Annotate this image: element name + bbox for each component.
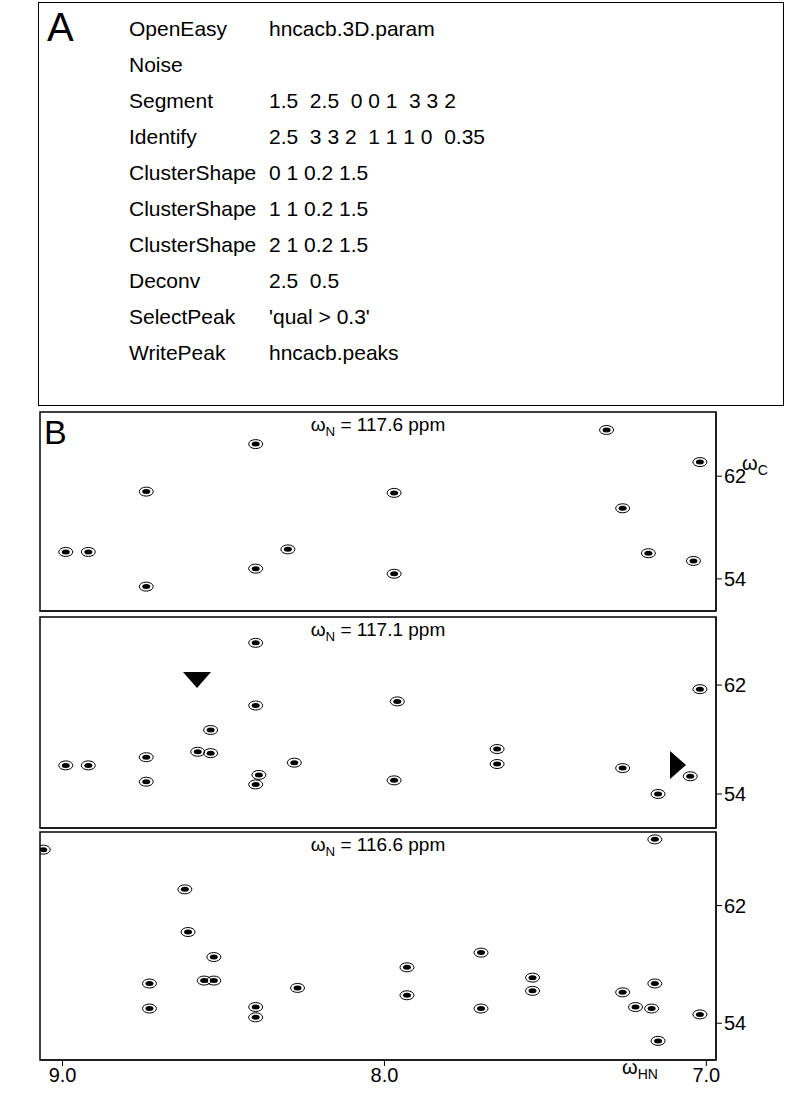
svg-text:62: 62	[724, 465, 747, 488]
html-text:1.5 2.5 0 0 1 3 3 2: 1.5 2.5 0 0 1 3 3 2	[269, 89, 456, 112]
svg-text:9.0: 9.0	[49, 1064, 77, 1086]
svg-text:62: 62	[724, 674, 746, 696]
html-text:WritePeak: WritePeak	[129, 341, 226, 364]
html-text:ClusterShape: ClusterShape	[129, 197, 257, 220]
html-text:2.5 0.5: 2.5 0.5	[269, 269, 340, 292]
html-text:0 1 0.2 1.5: 0 1 0.2 1.5	[269, 161, 369, 184]
html-text:OpenEasy: OpenEasy	[129, 17, 228, 40]
html-text:Identify: Identify	[129, 125, 197, 148]
svg-text:7.0: 7.0	[692, 1064, 720, 1086]
html-text:Deconv: Deconv	[129, 269, 201, 292]
svg-text:8.0: 8.0	[371, 1064, 399, 1086]
html-text:ClusterShape: ClusterShape	[129, 161, 257, 184]
html-text:2 1 0.2 1.5: 2 1 0.2 1.5	[269, 233, 369, 256]
html-text:ClusterShape: ClusterShape	[129, 233, 257, 256]
html-text:ωN= 117.6 ppm: ωN= 117.6 ppm	[310, 414, 446, 439]
html-text:2.5 3 3 2 1 1 1 0 0.35: 2.5 3 3 2 1 1 1 0 0.35	[269, 125, 485, 148]
svg-text:54: 54	[724, 783, 746, 805]
svg-text:54: 54	[724, 1012, 746, 1034]
html-text:1 1 0.2 1.5: 1 1 0.2 1.5	[269, 197, 369, 220]
html-text:B: B	[44, 413, 67, 451]
svg-text:62: 62	[724, 895, 746, 917]
html-text:ωN= 117.1 ppm: ωN= 117.1 ppm	[310, 619, 446, 644]
html-text:hncacb.3D.param: hncacb.3D.param	[269, 17, 435, 40]
html-text:Segment: Segment	[129, 89, 214, 112]
svg-text:54: 54	[724, 568, 746, 590]
html-text:A: A	[47, 5, 74, 49]
html-text:'qual > 0.3': 'qual > 0.3'	[269, 305, 370, 328]
html-text:SelectPeak: SelectPeak	[129, 305, 236, 328]
html-text:ωC: ωC	[742, 452, 768, 478]
html-text:hncacb.peaks: hncacb.peaks	[269, 341, 399, 364]
html-text:ωN= 116.6 ppm: ωN= 116.6 ppm	[310, 834, 446, 859]
html-text:ωHN: ωHN	[622, 1056, 658, 1082]
html-text:Noise: Noise	[129, 53, 183, 76]
